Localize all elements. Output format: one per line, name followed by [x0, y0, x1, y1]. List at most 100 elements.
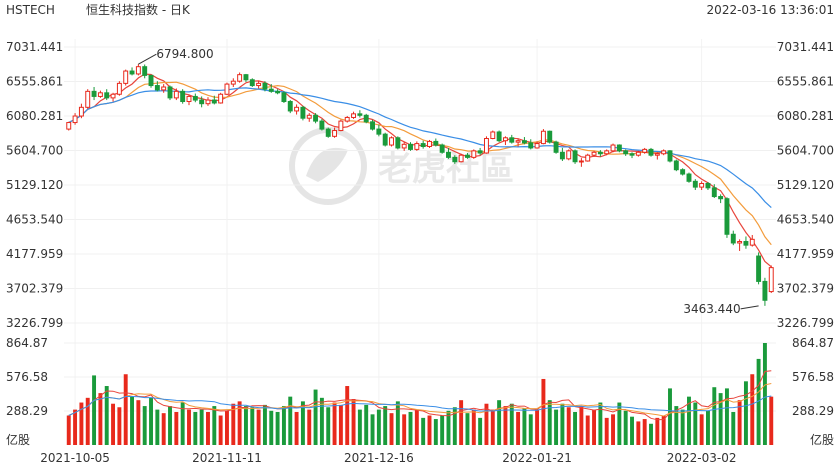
candle-body-up — [135, 66, 141, 75]
candle — [262, 81, 268, 92]
volume-bar — [674, 406, 679, 445]
candle — [351, 111, 357, 119]
volume-bar — [73, 409, 78, 445]
candle-body-up — [237, 74, 243, 82]
price-tick-label-right: 4177.959 — [777, 247, 834, 261]
volume-bar — [414, 409, 419, 445]
candle-body-down — [154, 85, 160, 91]
candle-body-down — [148, 74, 154, 87]
volume-bar — [712, 387, 717, 445]
candle-body-up — [186, 95, 192, 103]
price-tick-label-right: 4653.540 — [777, 212, 834, 226]
candle — [211, 95, 217, 105]
candle — [180, 89, 186, 104]
price-tick-label-left: 5129.120 — [6, 178, 63, 192]
volume-bar — [402, 414, 407, 445]
volume-bar — [750, 374, 755, 445]
candle — [629, 152, 635, 159]
volume-bar — [237, 401, 242, 445]
candle — [110, 92, 116, 102]
low-value-label: 3463.440 — [683, 302, 740, 316]
candle-body-up — [401, 143, 407, 149]
volume-bar — [288, 396, 293, 445]
candle — [490, 130, 496, 140]
volume-bar — [168, 406, 172, 445]
candle-body-up — [749, 238, 755, 246]
volume-bar — [731, 411, 736, 445]
volume-tick-label-left: 864.87 — [6, 336, 48, 350]
candle — [433, 138, 439, 147]
candle-body-down — [680, 169, 686, 175]
volume-bar — [465, 413, 470, 445]
volume-bar — [180, 402, 185, 445]
candle — [275, 89, 281, 95]
candle — [471, 149, 477, 159]
candle — [173, 88, 179, 101]
volume-bar — [762, 343, 767, 445]
candle-body-up — [389, 137, 394, 146]
grid-layer — [64, 39, 776, 445]
volume-bar — [528, 414, 533, 445]
price-tick-label-left: 3226.799 — [6, 316, 63, 330]
volume-bar — [649, 423, 653, 445]
volume-bar — [503, 406, 508, 445]
candle — [129, 67, 135, 76]
volume-bar — [262, 404, 267, 445]
candle-body-up — [642, 148, 648, 153]
candle-body-down — [705, 182, 711, 189]
candle-body-up — [110, 93, 116, 99]
candle-body-up — [737, 241, 743, 244]
candle-body-up — [230, 80, 236, 85]
candle-body-up — [610, 144, 616, 152]
volume-bar — [174, 411, 179, 445]
price-annotations: 6794.800 3463.440 — [138, 47, 759, 316]
volume-bar — [756, 358, 761, 445]
volume-bar — [408, 411, 413, 445]
candle-body-up — [483, 138, 489, 154]
volume-bar — [573, 411, 578, 445]
candle — [521, 137, 527, 145]
price-tick-label-right: 7031.441 — [777, 40, 834, 54]
candle-body-down — [559, 151, 565, 160]
volume-bar — [509, 403, 514, 445]
volume-tick-label-left: 576.58 — [6, 370, 48, 384]
price-tick-label-right: 6555.861 — [777, 74, 834, 88]
candle — [332, 127, 338, 138]
candle-body-down — [597, 151, 603, 155]
candle — [382, 132, 388, 147]
volume-bar — [104, 386, 109, 445]
volume-bar — [433, 419, 438, 445]
candle-body-up — [471, 150, 477, 158]
candle — [439, 143, 445, 154]
price-axis-right: 7031.441 6555.861 6080.281 5604.700 5129.120… — [777, 40, 834, 330]
candle — [97, 90, 103, 98]
candle-body-up — [338, 120, 344, 132]
volume-bar — [117, 407, 122, 445]
candle-body-down — [287, 101, 293, 112]
candle-body-down — [553, 141, 559, 153]
volume-bar — [281, 406, 286, 445]
volume-bar — [193, 411, 198, 445]
candle — [483, 136, 489, 154]
candle-body-up — [66, 122, 72, 130]
candle-body-down — [648, 148, 654, 156]
price-axis-left: 7031.441 6555.861 6080.281 5604.700 5129.120… — [6, 40, 63, 330]
candle-body-down — [756, 255, 762, 282]
candle-body-up — [414, 143, 420, 150]
candle-body-up — [540, 130, 546, 145]
candle — [465, 153, 470, 159]
candle-body-down — [521, 140, 527, 144]
volume-ma-mid-line — [68, 383, 772, 417]
candle-body-down — [465, 154, 470, 158]
volume-bar — [300, 401, 305, 445]
volume-bar — [598, 402, 603, 445]
volume-ma-short-line — [68, 370, 772, 421]
candle-body-up — [427, 140, 432, 147]
price-tick-label-right: 3226.799 — [777, 316, 834, 330]
candle-body-down — [325, 128, 331, 137]
volume-bar — [161, 413, 166, 445]
volume-bar — [326, 407, 331, 445]
volume-bar — [617, 402, 622, 445]
candle — [344, 116, 350, 123]
volume-bar — [389, 413, 394, 445]
